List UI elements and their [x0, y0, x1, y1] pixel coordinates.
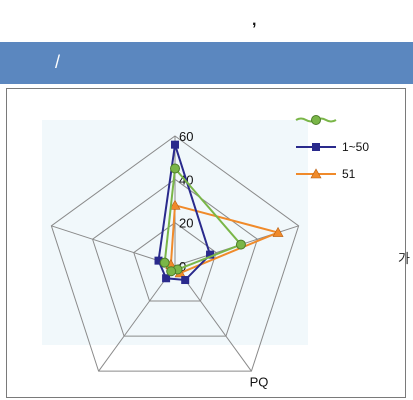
legend-marker-2 — [310, 168, 322, 179]
series-1-point-2 — [181, 276, 190, 285]
series-1-point-3 — [162, 274, 171, 283]
legend-label-1: 1~50 — [342, 140, 369, 154]
axis-spoke-4 — [51, 225, 176, 267]
title-bar: / — [0, 42, 413, 84]
header-mark: , — [252, 12, 257, 29]
grid-ring-1 — [133, 222, 217, 302]
series-1-point-0 — [171, 140, 179, 149]
series-2-point-1 — [272, 226, 284, 237]
series-0-point-3 — [166, 266, 177, 277]
axis-spoke-3 — [98, 265, 176, 372]
legend-label-2: 51 — [342, 167, 356, 181]
series-1-point-1 — [206, 250, 215, 259]
legend-marker-1 — [312, 143, 320, 151]
grid-ring-2 — [91, 178, 259, 337]
legend-marker-0 — [311, 115, 321, 125]
side-label: 가 — [398, 251, 410, 266]
title-text: / — [55, 52, 61, 72]
grid-ring-3 — [50, 135, 300, 372]
tick-label-20: 20 — [179, 216, 193, 231]
series-2-point-0 — [169, 199, 181, 210]
series-0-point-1 — [235, 239, 246, 250]
category-label-2: PQ — [250, 375, 269, 390]
series-0-point-4 — [159, 257, 170, 268]
series-1-point-4 — [154, 256, 163, 265]
series-0-point-0 — [170, 163, 180, 174]
series-line-1 — [157, 144, 212, 282]
tick-label-60: 60 — [179, 129, 193, 144]
